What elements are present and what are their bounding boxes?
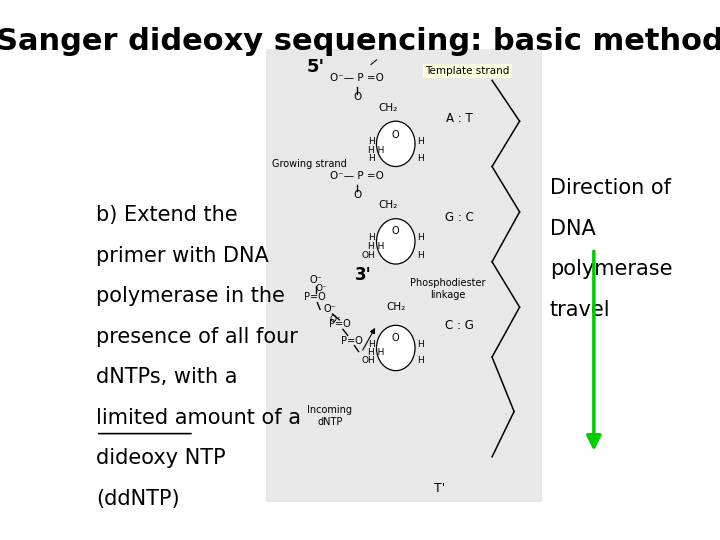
Text: A : T: A : T xyxy=(446,112,472,125)
Text: O: O xyxy=(392,226,400,236)
Text: P=O: P=O xyxy=(304,292,325,302)
Text: P=O: P=O xyxy=(329,319,351,329)
Text: OH: OH xyxy=(361,252,375,260)
Text: b) Extend the: b) Extend the xyxy=(96,205,238,225)
Text: H H: H H xyxy=(369,242,384,251)
Text: CH₂: CH₂ xyxy=(378,103,397,112)
Text: polymerase: polymerase xyxy=(550,259,672,279)
Text: O⁻: O⁻ xyxy=(310,275,323,285)
Text: limited amount of a: limited amount of a xyxy=(96,408,301,428)
Text: H: H xyxy=(368,137,374,146)
Text: CH₂: CH₂ xyxy=(378,200,397,210)
Text: H: H xyxy=(417,233,424,242)
Text: Growing strand: Growing strand xyxy=(272,159,347,169)
Bar xyxy=(266,49,541,502)
Ellipse shape xyxy=(377,121,415,166)
Text: CH₂: CH₂ xyxy=(386,302,405,312)
Text: OH: OH xyxy=(361,356,375,365)
Text: O⁻: O⁻ xyxy=(329,315,341,324)
Text: H: H xyxy=(417,137,424,146)
Text: H H: H H xyxy=(369,146,384,155)
Text: H: H xyxy=(417,356,424,365)
Text: O: O xyxy=(353,92,361,102)
Text: H: H xyxy=(417,340,424,349)
Text: Incoming
dNTP: Incoming dNTP xyxy=(307,405,352,427)
Text: Phosphodiester
linkage: Phosphodiester linkage xyxy=(410,278,486,300)
Text: H: H xyxy=(368,233,374,242)
Text: O⁻— P =O: O⁻— P =O xyxy=(330,73,384,83)
Text: C : G: C : G xyxy=(445,319,474,332)
Text: 3': 3' xyxy=(354,266,371,285)
Text: dNTPs, with a: dNTPs, with a xyxy=(96,367,238,387)
Text: O: O xyxy=(392,333,400,342)
Text: G : C: G : C xyxy=(445,211,474,224)
Text: dideoxy NTP: dideoxy NTP xyxy=(96,448,225,468)
Text: O⁻: O⁻ xyxy=(323,305,336,314)
Text: Sanger dideoxy sequencing: basic method: Sanger dideoxy sequencing: basic method xyxy=(0,27,720,56)
Text: H H: H H xyxy=(369,348,384,357)
Text: Direction of: Direction of xyxy=(550,178,671,198)
Text: H: H xyxy=(417,154,424,163)
Text: P=O: P=O xyxy=(341,336,363,346)
Text: DNA: DNA xyxy=(550,219,595,239)
Text: O: O xyxy=(392,130,400,140)
Text: H: H xyxy=(417,252,424,260)
Text: Template strand: Template strand xyxy=(425,66,510,76)
Text: (ddNTP): (ddNTP) xyxy=(96,489,179,509)
Ellipse shape xyxy=(377,219,415,264)
Text: 5': 5' xyxy=(307,58,325,76)
Text: H: H xyxy=(368,154,374,163)
Text: O⁻— P =O: O⁻— P =O xyxy=(330,171,384,180)
Text: O: O xyxy=(353,190,361,200)
Text: O⁻: O⁻ xyxy=(315,284,328,293)
Text: polymerase in the: polymerase in the xyxy=(96,286,284,306)
Text: H: H xyxy=(368,340,374,349)
Ellipse shape xyxy=(377,325,415,370)
Text: presence of all four: presence of all four xyxy=(96,327,298,347)
Text: travel: travel xyxy=(550,300,611,320)
Text: T': T' xyxy=(434,482,446,495)
Text: primer with DNA: primer with DNA xyxy=(96,246,269,266)
